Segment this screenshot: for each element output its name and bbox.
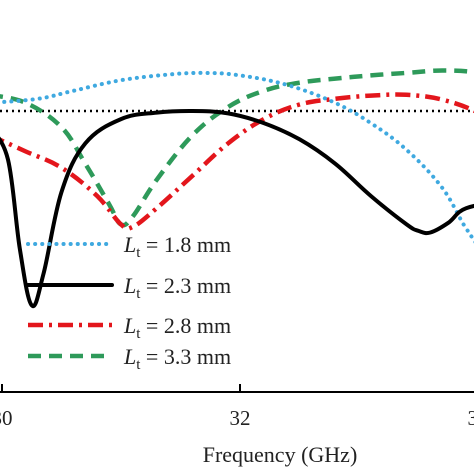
series-line-1 <box>0 70 474 244</box>
legend-label-3: Lt = 2.8 mm <box>123 313 231 342</box>
legend-label-2: Lt = 2.3 mm <box>123 273 231 302</box>
series-line-4 <box>0 68 474 228</box>
x-tick-label: 30 <box>0 406 13 430</box>
series-line-2 <box>0 108 474 309</box>
plot-area <box>0 68 474 309</box>
x-tick-label: 32 <box>230 406 251 430</box>
x-axis-label: Frequency (GHz) <box>203 442 358 467</box>
legend-label-1: Lt = 1.8 mm <box>123 232 231 261</box>
legend-label-4: Lt = 3.3 mm <box>123 344 231 373</box>
series-line-3 <box>0 92 474 232</box>
x-tick-label: 34 <box>468 406 474 430</box>
x-ticks: 30323436 <box>0 384 474 430</box>
